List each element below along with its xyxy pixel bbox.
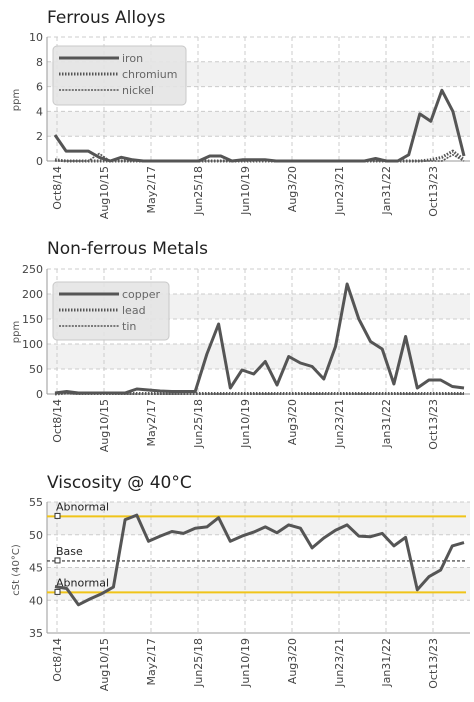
y-tick-label: 45 [29, 562, 43, 575]
chart-ferrous-alloys: Ferrous Alloys ppm 0 2 4 6 8 10 Oct8/14 Aug10/1… [11, 8, 470, 219]
chart-title: Ferrous Alloys [47, 8, 166, 28]
x-tick-label: Jun23/21 [333, 166, 346, 216]
x-tick-label: Aug10/15 [98, 399, 111, 452]
x-tick-label: Jun25/18 [192, 166, 205, 216]
y-tick-label: 50 [29, 529, 43, 542]
x-tick-label: Oct13/23 [427, 638, 440, 689]
y-tick-label: 4 [36, 105, 43, 118]
chart-title: Non-ferrous Metals [47, 239, 208, 259]
y-axis-label: ppm [11, 89, 22, 111]
series-line-iron [53, 88, 466, 163]
y-tick-label: 250 [22, 263, 43, 276]
reference-label: Abnormal [56, 500, 109, 513]
reference-marker [54, 512, 61, 519]
legend-label: lead [122, 304, 146, 317]
y-tick-label: 55 [29, 496, 43, 509]
reference-marker [54, 557, 61, 564]
grid-band [47, 111, 470, 137]
y-tick-label: 35 [29, 627, 43, 640]
y-tick-label: 8 [36, 56, 43, 69]
x-tick-label: Jun25/18 [192, 638, 205, 688]
x-tick-label: Oct8/14 [51, 638, 64, 682]
x-tick-label: Oct8/14 [51, 166, 64, 210]
x-tick-label: Jun10/19 [239, 166, 252, 216]
reference-label: Base [56, 545, 83, 558]
x-tick-label: Jun10/19 [239, 399, 252, 449]
reference-marker [54, 588, 61, 595]
y-tick-label: 50 [29, 363, 43, 376]
chart-non-ferrous-metals: Non-ferrous Metals ppm 0 50 100 150 200 250 Oc… [11, 239, 470, 452]
x-tick-label: Oct13/23 [427, 399, 440, 450]
x-tick-label: Aug10/15 [98, 638, 111, 691]
y-axis-label: cSt (40°C) [11, 544, 22, 596]
x-tick-label: Aug3/20 [286, 638, 299, 684]
x-tick-label: May2/17 [145, 638, 158, 685]
x-tick-label: Aug3/20 [286, 399, 299, 445]
y-tick-label: 100 [22, 338, 43, 351]
x-tick-label: Aug10/15 [98, 166, 111, 219]
y-axis-label: ppm [11, 321, 22, 343]
y-tick-label: 10 [29, 31, 43, 44]
x-tick-label: Jan31/22 [380, 399, 393, 449]
reference-label: Abnormal [56, 576, 109, 589]
x-tick-label: Oct13/23 [427, 166, 440, 217]
legend-label: tin [122, 320, 136, 333]
y-tick-label: 40 [29, 594, 43, 607]
x-tick-label: Aug3/20 [286, 166, 299, 212]
legend-label: iron [122, 52, 143, 65]
x-tick-label: Oct8/14 [51, 399, 64, 443]
x-tick-label: Jun23/21 [333, 638, 346, 688]
series-line-copper [54, 282, 465, 395]
series-line-value [54, 513, 465, 607]
x-tick-label: Jun23/21 [333, 399, 346, 449]
y-tick-label: 0 [36, 155, 43, 168]
y-tick-label: 150 [22, 313, 43, 326]
grid-band [47, 344, 470, 369]
x-tick-label: May2/17 [145, 166, 158, 213]
y-tick-label: 0 [36, 388, 43, 401]
legend-label: chromium [122, 68, 178, 81]
x-tick-label: Jan31/22 [380, 166, 393, 216]
chart-title: Viscosity @ 40°C [47, 473, 192, 493]
series-line-lead [54, 391, 464, 396]
grid-band [47, 567, 470, 601]
x-tick-label: May2/17 [145, 399, 158, 446]
legend-label: nickel [122, 84, 154, 97]
x-tick-label: Jan31/22 [380, 638, 393, 688]
legend-label: copper [122, 288, 161, 301]
y-tick-label: 6 [36, 81, 43, 94]
y-tick-label: 2 [36, 130, 43, 143]
x-tick-label: Jun25/18 [192, 399, 205, 449]
y-tick-label: 200 [22, 288, 43, 301]
chart-viscosity: Viscosity @ 40°C cSt (40°C) 35 40 45 50 55 Oc… [11, 473, 470, 691]
x-tick-label: Jun10/19 [239, 638, 252, 688]
